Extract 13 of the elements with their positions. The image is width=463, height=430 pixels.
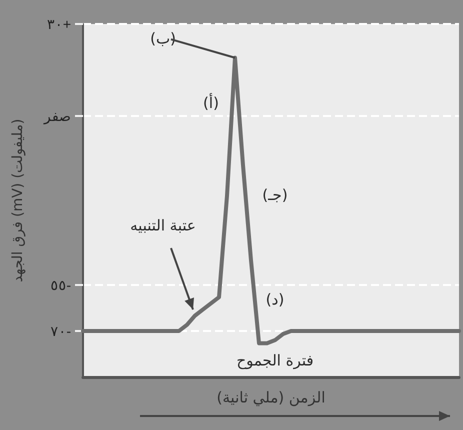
y-tick-label: ٥٥- <box>50 276 72 293</box>
annotation: فترة الجموح <box>236 352 314 370</box>
y-tick-label: ٧٠- <box>50 322 72 339</box>
annotation: عتبة التنبيه <box>130 216 196 235</box>
annotation: (د) <box>266 290 284 308</box>
annotation: (أ) <box>203 92 219 112</box>
y-tick-label: صفر <box>43 108 71 126</box>
y-axis-title: فرق الجهد (mV) (مليفولت) <box>10 118 26 282</box>
annotation: (جـ) <box>262 186 288 204</box>
line-series <box>81 56 461 346</box>
y-tick-label: ٣٠+ <box>46 16 71 32</box>
annotation: (ب) <box>150 29 176 48</box>
x-axis-title: الزمن (ملي ثانية) <box>216 388 326 406</box>
